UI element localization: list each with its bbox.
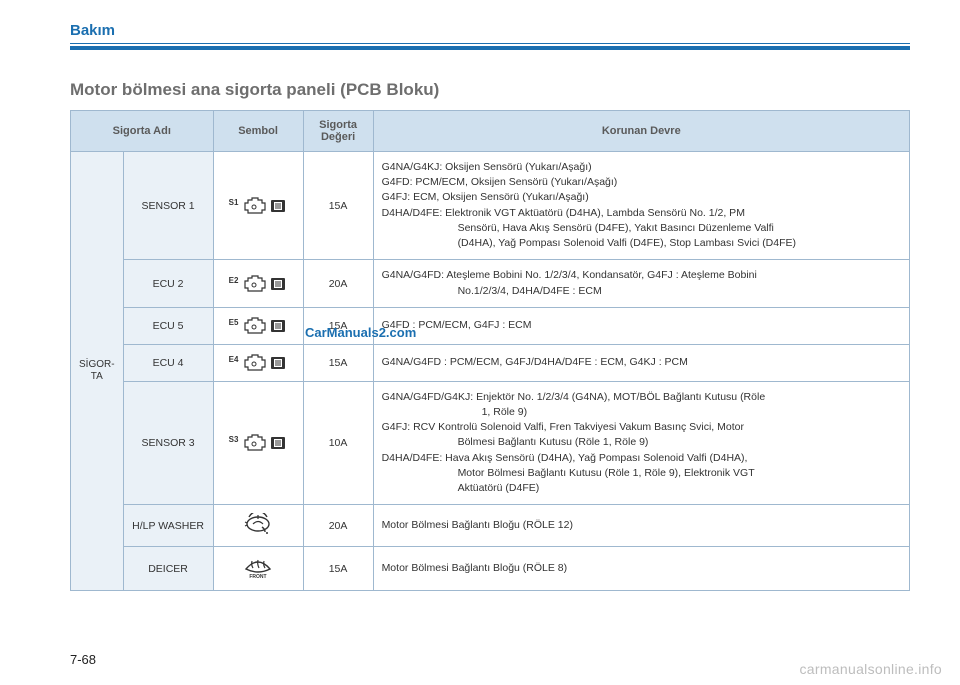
fuse-rating: 15A bbox=[303, 307, 373, 344]
table-row: SİGOR-TASENSOR 1S115AG4NA/G4KJ: Oksijen … bbox=[71, 152, 910, 260]
fuse-name: DEICER bbox=[123, 547, 213, 591]
fuse-table: Sigorta Adı Sembol Sigorta Değeri Koruna… bbox=[70, 110, 910, 591]
th-name: Sigorta Adı bbox=[71, 111, 214, 152]
fuse-symbol: S3 bbox=[213, 381, 303, 505]
fuse-symbol bbox=[213, 505, 303, 547]
rule-thick bbox=[70, 46, 910, 50]
section-label: Bakım bbox=[70, 22, 910, 39]
fuse-symbol: E4 bbox=[213, 344, 303, 381]
fuse-rating: 15A bbox=[303, 547, 373, 591]
fuse-description: G4FD : PCM/ECM, G4FJ : ECM bbox=[373, 307, 909, 344]
fuse-rating: 10A bbox=[303, 381, 373, 505]
page-title: Motor bölmesi ana sigorta paneli (PCB Bl… bbox=[70, 80, 910, 100]
fuse-description: G4NA/G4FD/G4KJ: Enjektör No. 1/2/3/4 (G4… bbox=[373, 381, 909, 505]
th-symbol: Sembol bbox=[213, 111, 303, 152]
group-label: SİGOR-TA bbox=[71, 152, 124, 591]
fuse-description: Motor Bölmesi Bağlantı Bloğu (RÖLE 8) bbox=[373, 547, 909, 591]
engine-fuse-icon bbox=[241, 316, 287, 336]
table-row: ECU 5E515AG4FD : PCM/ECM, G4FJ : ECM bbox=[71, 307, 910, 344]
fuse-description: G4NA/G4KJ: Oksijen Sensörü (Yukarı/Aşağı… bbox=[373, 152, 909, 260]
footer-brand: carmanualsonline.info bbox=[800, 661, 943, 677]
fuse-description: Motor Bölmesi Bağlantı Bloğu (RÖLE 12) bbox=[373, 505, 909, 547]
engine-fuse-icon bbox=[241, 353, 287, 373]
deicer-icon bbox=[243, 555, 273, 579]
fuse-rating: 20A bbox=[303, 505, 373, 547]
fuse-name: SENSOR 1 bbox=[123, 152, 213, 260]
fuse-symbol: E2 bbox=[213, 260, 303, 307]
fuse-description: G4NA/G4FD: Ateşleme Bobini No. 1/2/3/4, … bbox=[373, 260, 909, 307]
fuse-rating: 15A bbox=[303, 152, 373, 260]
fuse-name: SENSOR 3 bbox=[123, 381, 213, 505]
table-row: ECU 4E415AG4NA/G4FD : PCM/ECM, G4FJ/D4HA… bbox=[71, 344, 910, 381]
fuse-name: H/LP WASHER bbox=[123, 505, 213, 547]
washer-icon bbox=[243, 513, 273, 535]
engine-fuse-icon bbox=[241, 196, 287, 216]
fuse-name: ECU 2 bbox=[123, 260, 213, 307]
table-row: SENSOR 3S310AG4NA/G4FD/G4KJ: Enjektör No… bbox=[71, 381, 910, 505]
fuse-name: ECU 4 bbox=[123, 344, 213, 381]
rule-thin bbox=[70, 43, 910, 44]
fuse-symbol bbox=[213, 547, 303, 591]
fuse-rating: 20A bbox=[303, 260, 373, 307]
th-circuit: Korunan Devre bbox=[373, 111, 909, 152]
engine-fuse-icon bbox=[241, 274, 287, 294]
table-row: H/LP WASHER 20AMotor Bölmesi Bağlantı Blo… bbox=[71, 505, 910, 547]
page-number: 7-68 bbox=[70, 652, 96, 667]
fuse-name: ECU 5 bbox=[123, 307, 213, 344]
fuse-symbol: E5 bbox=[213, 307, 303, 344]
table-row: ECU 2E220AG4NA/G4FD: Ateşleme Bobini No.… bbox=[71, 260, 910, 307]
fuse-rating: 15A bbox=[303, 344, 373, 381]
table-row: DEICER 15AMotor Bölmesi Bağlantı Bloğu (R… bbox=[71, 547, 910, 591]
fuse-description: G4NA/G4FD : PCM/ECM, G4FJ/D4HA/D4FE : EC… bbox=[373, 344, 909, 381]
engine-fuse-icon bbox=[241, 433, 287, 453]
fuse-symbol: S1 bbox=[213, 152, 303, 260]
th-rating: Sigorta Değeri bbox=[303, 111, 373, 152]
